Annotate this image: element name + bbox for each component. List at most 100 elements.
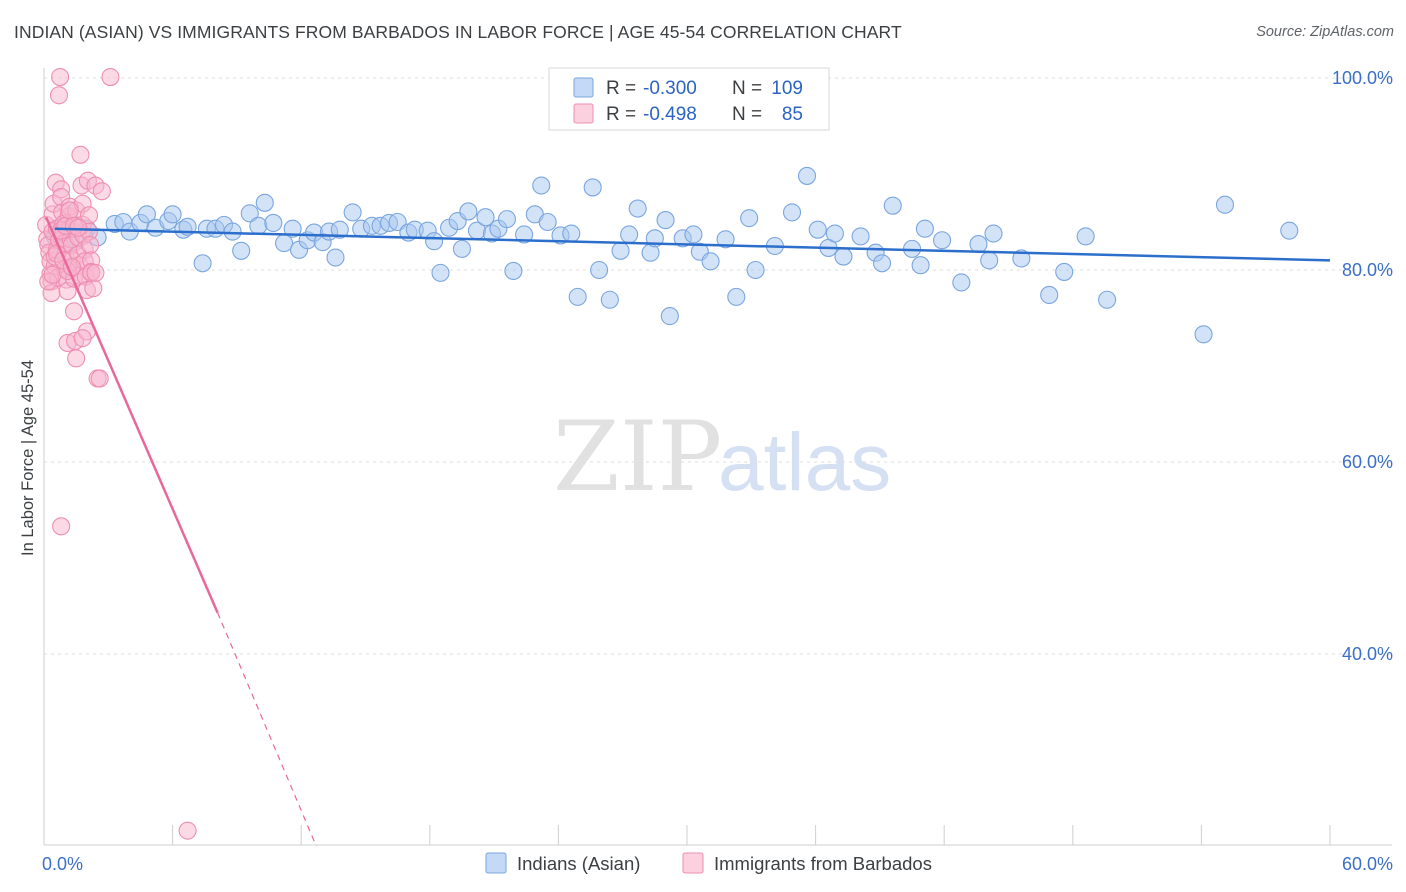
legend-n-label-1: N = bbox=[732, 78, 762, 99]
x-tick-label-0: 0.0% bbox=[42, 854, 83, 874]
indians-point-101 bbox=[1012, 249, 1031, 268]
indians-point-106 bbox=[1194, 325, 1213, 344]
indians-point-46 bbox=[431, 263, 450, 282]
indians-point-87 bbox=[825, 224, 844, 243]
indians-point-104 bbox=[1076, 227, 1095, 246]
indians-point-68 bbox=[620, 225, 639, 244]
y-tick-label-3: 100.0% bbox=[1332, 68, 1393, 88]
legend-r-label-2: R = bbox=[606, 104, 636, 125]
indians-point-57 bbox=[515, 225, 534, 244]
indians-point-96 bbox=[933, 231, 952, 250]
indians-point-105 bbox=[1098, 290, 1117, 309]
indians-point-62 bbox=[562, 224, 581, 243]
x-tick-labels: 0.0% 60.0% bbox=[42, 854, 1393, 874]
indians-point-67 bbox=[611, 241, 630, 260]
indians-point-21 bbox=[223, 222, 242, 241]
indians-point-14 bbox=[163, 205, 182, 224]
indians-point-64 bbox=[583, 178, 602, 197]
chart-source: Source: ZipAtlas.com bbox=[1256, 24, 1394, 40]
indians-point-26 bbox=[264, 213, 283, 233]
indians-point-79 bbox=[727, 287, 746, 306]
barbados-point-39 bbox=[64, 302, 84, 321]
indians-point-35 bbox=[330, 220, 349, 239]
indians-point-65 bbox=[590, 260, 609, 280]
indians-point-91 bbox=[872, 254, 892, 273]
indians-point-85 bbox=[808, 220, 827, 239]
indians-point-94 bbox=[911, 256, 930, 275]
indians-point-49 bbox=[452, 239, 472, 258]
indians-point-45 bbox=[425, 232, 444, 251]
series-barbados-points bbox=[37, 67, 197, 840]
trendline-barbados-extension bbox=[217, 612, 317, 847]
indians-point-72 bbox=[656, 211, 675, 230]
indians-point-55 bbox=[497, 210, 517, 229]
indians-point-99 bbox=[980, 251, 999, 270]
indians-point-80 bbox=[740, 209, 759, 228]
watermark-atlas: atlas bbox=[718, 417, 891, 508]
y-tick-label-0: 40.0% bbox=[1342, 644, 1393, 664]
barbados-point-82 bbox=[178, 821, 197, 840]
y-tick-label-1: 60.0% bbox=[1342, 452, 1393, 472]
barbados-point-74 bbox=[60, 201, 79, 220]
barbados-point-68 bbox=[92, 182, 111, 201]
indians-point-23 bbox=[240, 204, 259, 223]
barbados-point-19 bbox=[51, 67, 70, 87]
indians-point-77 bbox=[701, 252, 720, 271]
barbados-point-77 bbox=[73, 329, 92, 348]
chart-title: INDIAN (ASIAN) VS IMMIGRANTS FROM BARBAD… bbox=[14, 22, 902, 42]
indians-point-28 bbox=[283, 219, 302, 238]
x-tick-label-1: 60.0% bbox=[1342, 854, 1393, 874]
indians-point-36 bbox=[343, 203, 362, 222]
indians-point-25 bbox=[255, 193, 274, 212]
barbados-point-81 bbox=[52, 517, 71, 536]
barbados-point-79 bbox=[86, 263, 105, 282]
indians-point-52 bbox=[476, 208, 495, 227]
indians-point-83 bbox=[782, 203, 802, 222]
legend-r-value-1: -0.300 bbox=[643, 78, 697, 99]
indians-point-34 bbox=[326, 248, 345, 267]
indians-point-73 bbox=[660, 307, 679, 326]
indians-point-103 bbox=[1055, 262, 1074, 281]
indians-point-97 bbox=[952, 273, 971, 292]
watermark: ZIP atlas bbox=[553, 401, 891, 513]
legend-r-value-2: -0.498 bbox=[643, 104, 697, 125]
legend-n-value-2: 85 bbox=[782, 104, 803, 125]
indians-point-102 bbox=[1040, 285, 1059, 305]
bottom-legend-swatch-indians bbox=[485, 852, 507, 874]
barbados-point-70 bbox=[43, 265, 62, 284]
indians-point-69 bbox=[628, 199, 647, 218]
axes bbox=[43, 68, 1392, 846]
stats-legend: R = -0.300 N = 109 R = -0.498 N = 85 bbox=[548, 67, 830, 131]
indians-point-100 bbox=[984, 224, 1003, 243]
trendline-barbados bbox=[44, 216, 219, 614]
y-tick-labels: 40.0% 60.0% 80.0% 100.0% bbox=[1332, 68, 1393, 664]
legend-n-value-1: 109 bbox=[771, 78, 803, 99]
indians-point-63 bbox=[568, 287, 587, 306]
barbados-point-61 bbox=[81, 235, 100, 255]
indians-point-78 bbox=[716, 230, 735, 249]
barbados-point-67 bbox=[90, 369, 109, 388]
indians-point-108 bbox=[1280, 221, 1299, 240]
barbados-point-18 bbox=[49, 86, 69, 105]
bottom-legend-label-barbados: Immigrants from Barbados bbox=[714, 853, 932, 874]
legend-swatch-indians bbox=[573, 77, 594, 98]
stats-legend-box bbox=[548, 67, 830, 131]
legend-swatch-barbados bbox=[573, 103, 594, 124]
trendline-indians bbox=[54, 227, 1331, 262]
y-tick-label-2: 80.0% bbox=[1342, 260, 1393, 280]
barbados-point-41 bbox=[67, 349, 86, 368]
y-axis-title: In Labor Force | Age 45-54 bbox=[19, 360, 37, 556]
indians-point-107 bbox=[1215, 195, 1235, 214]
indians-point-89 bbox=[851, 227, 870, 246]
bottom-legend-label-indians: Indians (Asian) bbox=[517, 853, 640, 874]
indians-point-22 bbox=[232, 241, 251, 260]
barbados-point-64 bbox=[84, 279, 103, 298]
indians-point-88 bbox=[834, 247, 853, 266]
indians-point-81 bbox=[746, 260, 765, 280]
indians-point-50 bbox=[459, 202, 478, 221]
trend-lines bbox=[44, 216, 1331, 847]
indians-point-11 bbox=[137, 205, 156, 224]
barbados-point-48 bbox=[71, 145, 90, 164]
indians-point-60 bbox=[538, 212, 557, 232]
